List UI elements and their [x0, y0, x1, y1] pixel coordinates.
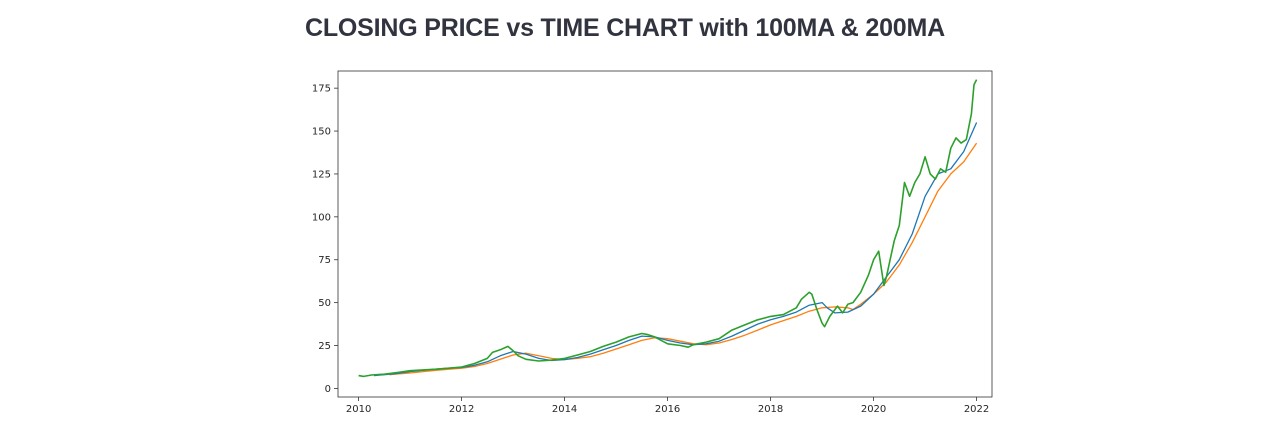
x-tick-label: 2020 — [861, 404, 886, 415]
chart-series-layer — [358, 79, 978, 378]
y-tick-label: 150 — [312, 127, 331, 138]
ma100-line — [373, 122, 978, 377]
y-tick-label: 25 — [318, 341, 331, 352]
x-tick-label: 2010 — [346, 404, 371, 415]
y-tick-label: 50 — [318, 298, 331, 309]
y-tick-label: 75 — [318, 255, 331, 266]
ma200-line — [389, 142, 978, 376]
y-tick-label: 100 — [312, 212, 331, 223]
y-tick-label: 125 — [312, 169, 331, 180]
chart-axes: 2010 2012 2014 2016 2018 2020 2022 0 25 50 75 100 12… — [312, 84, 989, 415]
x-tick-label: 2012 — [449, 404, 474, 415]
y-tick-label: 175 — [312, 84, 331, 95]
x-tick-label: 2018 — [758, 404, 783, 415]
x-tick-label: 2016 — [655, 404, 680, 415]
plot-area-frame — [337, 70, 993, 398]
close-price-line — [358, 79, 978, 378]
x-tick-label: 2022 — [964, 404, 989, 415]
page-title: CLOSING PRICE vs TIME CHART with 100MA &… — [305, 14, 945, 42]
x-tick-label: 2014 — [552, 404, 577, 415]
y-tick-label: 0 — [325, 384, 331, 395]
